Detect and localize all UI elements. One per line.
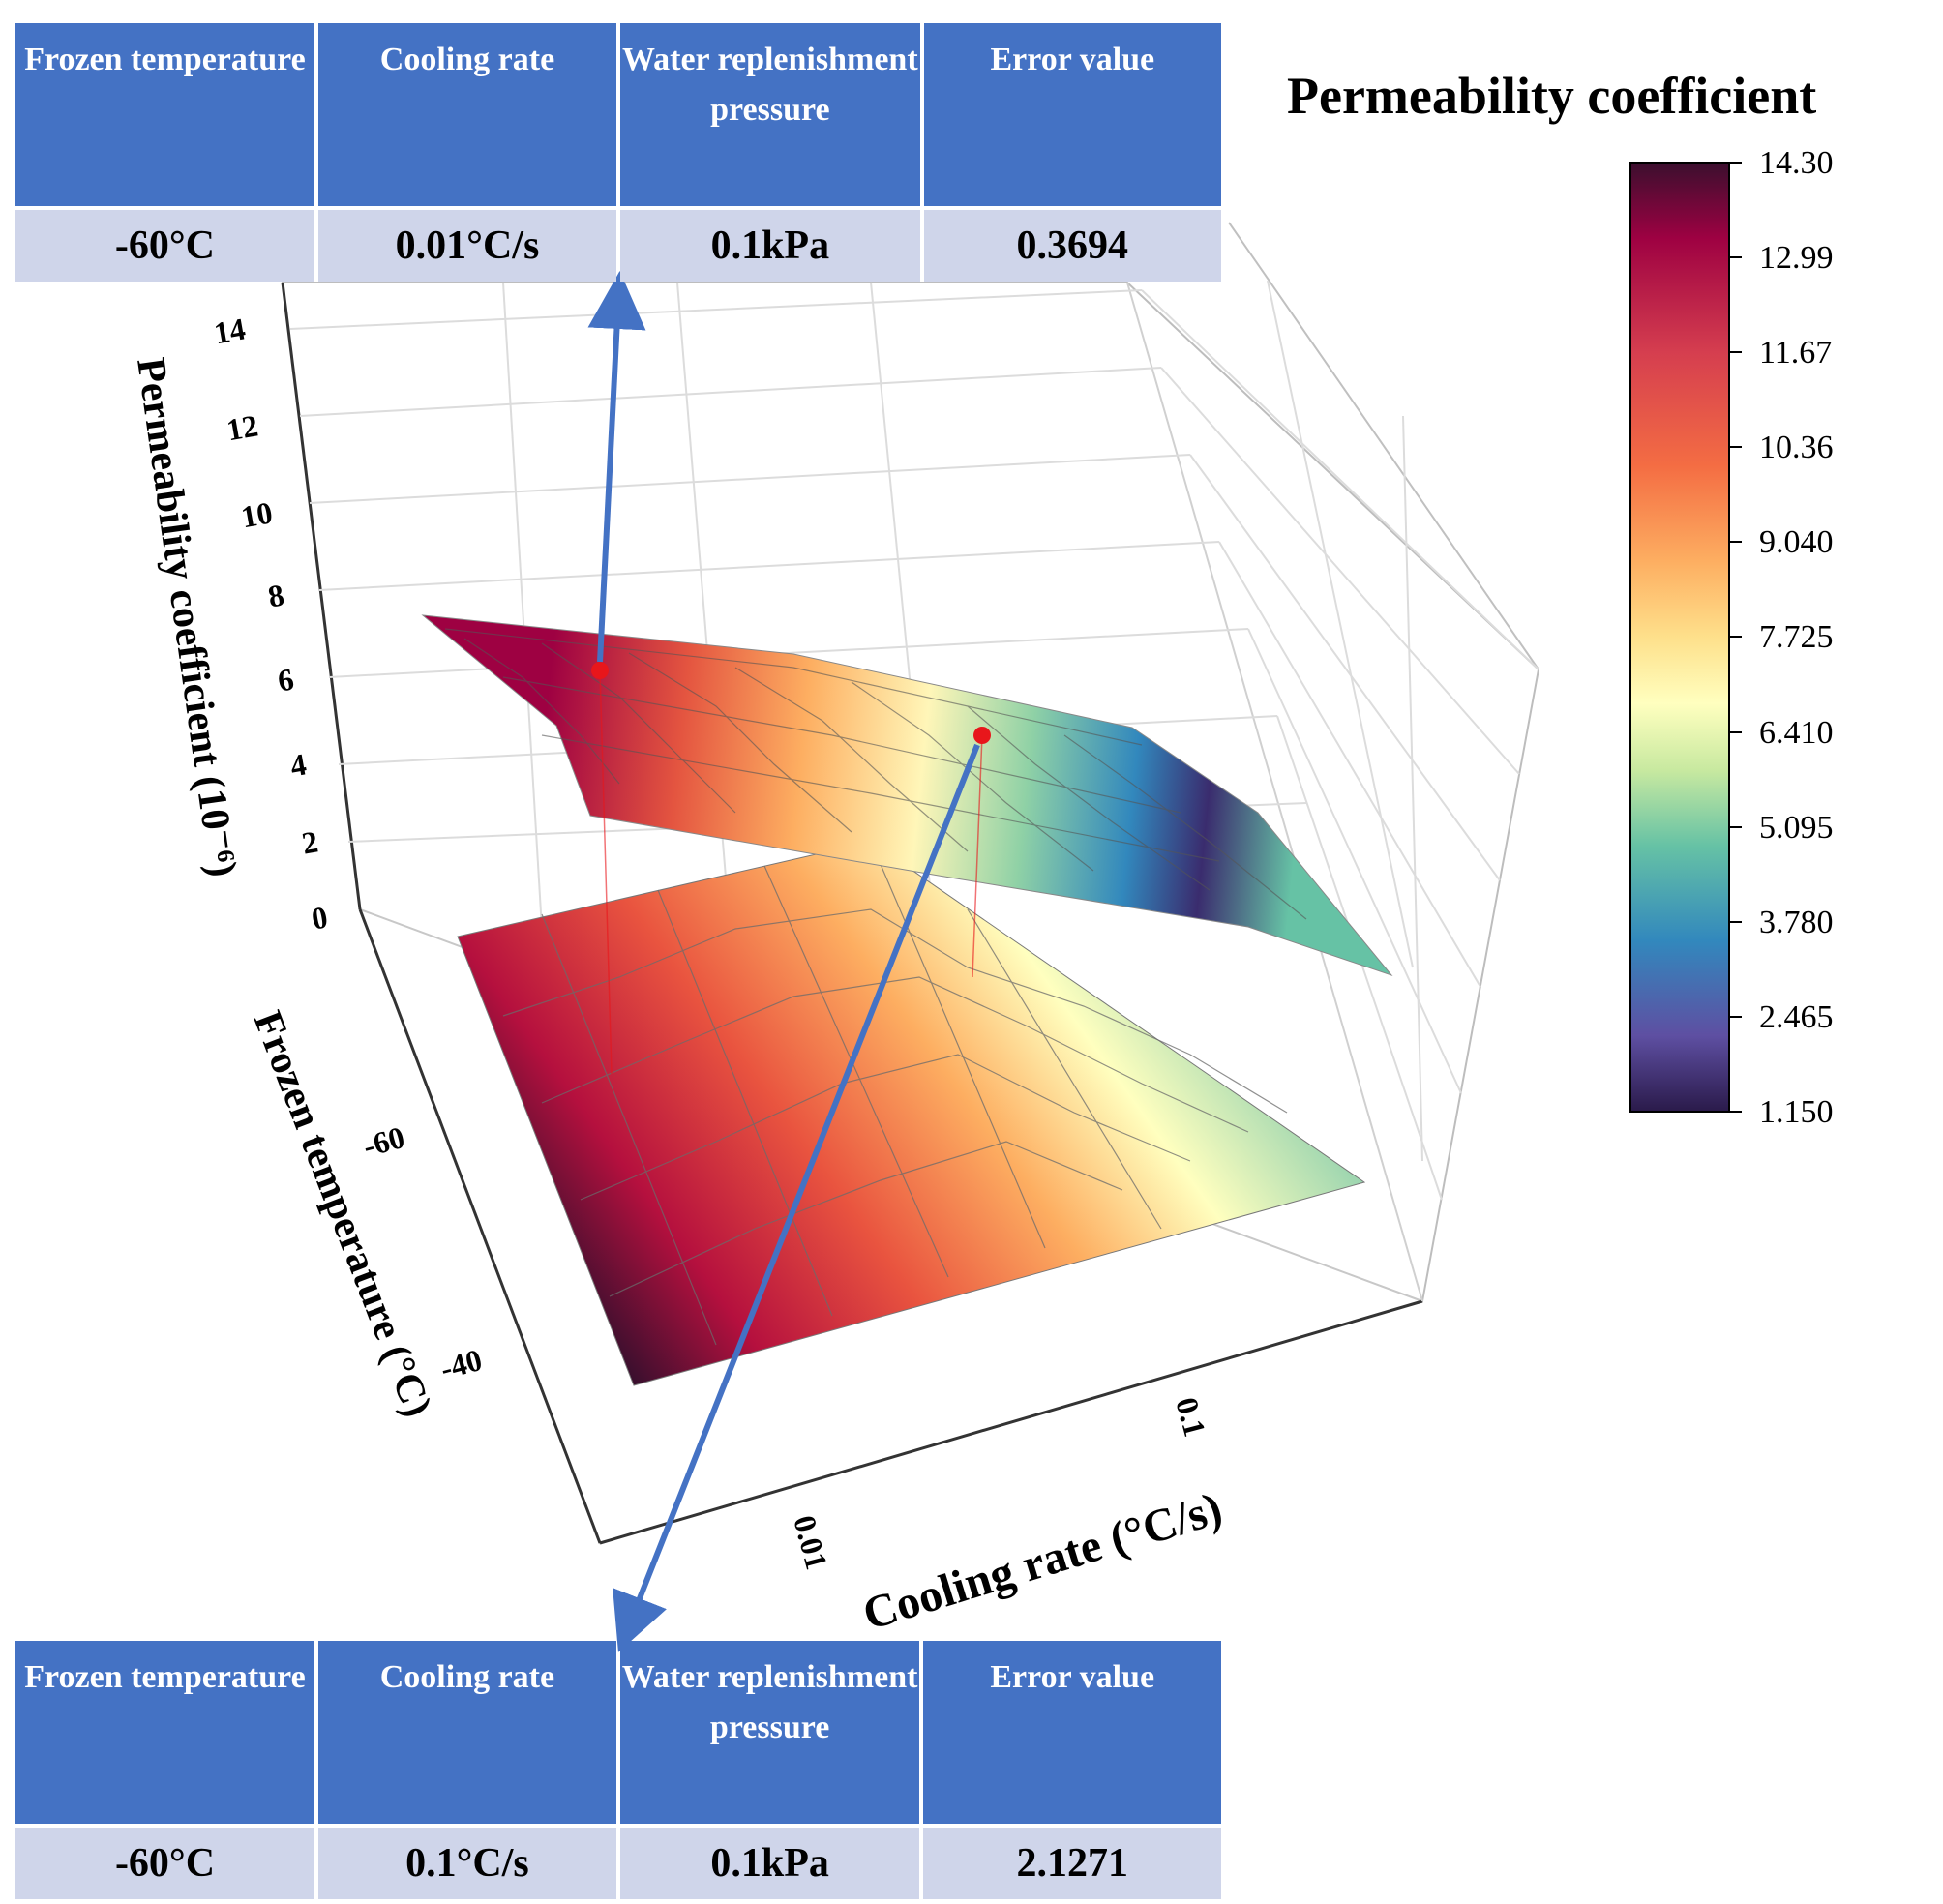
- marker-point-1: [591, 662, 609, 679]
- colorbar-label: 1.150: [1759, 1094, 1834, 1130]
- y-tick-label: -60: [359, 1119, 408, 1164]
- z-tick-label: 12: [224, 407, 260, 447]
- colorbar-label: 10.36: [1759, 430, 1834, 465]
- table-value-cell: 0.3694: [923, 210, 1221, 282]
- bottom-surface-mesh: [502, 841, 1288, 1346]
- z-tick-label: 4: [287, 746, 309, 783]
- z-tick-label: 6: [275, 661, 296, 698]
- table-header-cell: Error value: [923, 1641, 1221, 1824]
- colorbar-label: 9.040: [1759, 524, 1834, 560]
- bottom-surface: [457, 841, 1366, 1386]
- x-axis-title: Cooling rate (°C/s): [857, 1482, 1228, 1640]
- colorbar-label: 3.780: [1759, 905, 1834, 940]
- drop-line-2: [972, 734, 983, 978]
- colorbar: [1629, 162, 1730, 1113]
- top-surface-mesh: [444, 628, 1307, 920]
- z-tick-label: 2: [299, 823, 320, 860]
- colorbar-label: 14.30: [1759, 145, 1834, 181]
- top-info-table: Frozen temperature Cooling rate Water re…: [12, 19, 1225, 285]
- z-tick-label: 8: [265, 577, 286, 613]
- table-header-cell: Cooling rate: [317, 23, 617, 206]
- table-value-cell: -60°C: [15, 210, 314, 282]
- marker-point-2: [973, 727, 991, 744]
- table-header-cell: Frozen temperature: [15, 1641, 315, 1824]
- table-header-cell: Frozen temperature: [15, 23, 314, 206]
- legend-title: Permeability coefficient: [1287, 67, 1817, 125]
- arrow-to-top-table: [587, 271, 646, 663]
- colorbar-label: 7.725: [1759, 619, 1834, 655]
- z-tick-label: 0: [309, 899, 330, 936]
- table-header-cell: Water replenishment pressure: [619, 1641, 920, 1824]
- z-tick-label: 10: [238, 494, 275, 534]
- table-value-cell: 0.1kPa: [620, 210, 920, 282]
- table-value-cell: 0.1kPa: [619, 1828, 920, 1899]
- bottom-info-table: Frozen temperature Cooling rate Water re…: [12, 1637, 1225, 1903]
- colorbar-label: 2.465: [1759, 999, 1834, 1035]
- table-header-cell: Cooling rate: [318, 1641, 616, 1824]
- table-header-cell: Water replenishment pressure: [620, 23, 920, 206]
- z-tick-labels: 14 12 10 8 6 4 2 0: [211, 311, 330, 936]
- x-tick-label: 0.1: [1169, 1393, 1212, 1440]
- colorbar-label: 5.095: [1759, 810, 1834, 846]
- table-value-cell: 2.1271: [923, 1828, 1221, 1899]
- table-header-cell: Error value: [923, 23, 1221, 206]
- table-value-cell: 0.1°C/s: [318, 1828, 616, 1899]
- y-tick-label: -40: [436, 1342, 486, 1386]
- x-tick-label: 0.01: [787, 1511, 834, 1572]
- arrow-to-bottom-table: [613, 743, 980, 1652]
- drop-line-1: [599, 669, 613, 1075]
- table-value-cell: 0.01°C/s: [317, 210, 617, 282]
- colorbar-ticks: [1729, 162, 1742, 1113]
- table-value-cell: -60°C: [15, 1828, 315, 1899]
- colorbar-label: 6.410: [1759, 715, 1834, 751]
- y-axis-title: Frozen temperature (°C): [245, 1005, 440, 1422]
- colorbar-label: 11.67: [1759, 335, 1833, 371]
- z-tick-label: 14: [211, 311, 248, 350]
- colorbar-label: 12.99: [1759, 240, 1834, 276]
